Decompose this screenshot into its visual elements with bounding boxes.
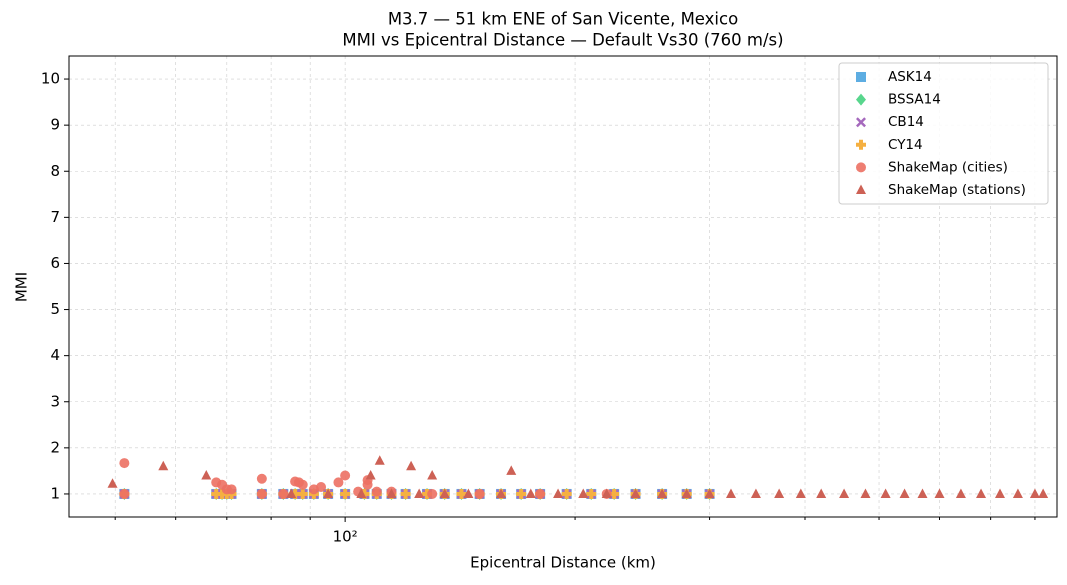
chart-title: M3.7 — 51 km ENE of San Vicente, Mexico <box>388 10 738 29</box>
legend-marker <box>856 184 866 194</box>
point <box>578 488 589 498</box>
point <box>976 488 987 498</box>
legend-label: BSSA14 <box>888 92 941 108</box>
point <box>774 488 785 498</box>
point <box>340 470 351 481</box>
y-tick-label: 9 <box>50 116 60 134</box>
point <box>1012 488 1023 498</box>
point <box>340 488 351 499</box>
point <box>609 488 620 499</box>
point <box>333 477 344 488</box>
point <box>839 488 850 498</box>
y-tick-label: 1 <box>50 484 60 502</box>
point <box>226 484 237 495</box>
point <box>316 482 327 493</box>
y-tick-label: 8 <box>50 162 60 180</box>
point <box>725 488 736 498</box>
point <box>286 488 297 498</box>
point <box>297 479 308 490</box>
legend-marker <box>856 93 866 106</box>
legend-box <box>838 62 1049 205</box>
point <box>553 488 564 498</box>
point <box>201 470 212 480</box>
point <box>586 488 597 499</box>
point <box>657 488 668 498</box>
legend-label: CB14 <box>888 114 924 130</box>
point <box>1029 488 1040 498</box>
point <box>427 488 438 499</box>
point <box>365 470 376 480</box>
legend-marker <box>856 117 866 128</box>
point <box>516 488 527 499</box>
plot-frame <box>68 55 1058 518</box>
legend-marker <box>856 162 866 173</box>
point <box>795 488 806 498</box>
point <box>681 488 692 498</box>
point <box>119 458 130 469</box>
point <box>525 488 536 498</box>
legend-marker <box>856 139 866 150</box>
chart-subtitle: MMI vs Epicentral Distance — Default Vs3… <box>342 31 783 50</box>
point <box>256 473 267 484</box>
point <box>750 488 761 498</box>
point <box>374 455 385 465</box>
point <box>561 488 572 499</box>
x-tick-label: 10² <box>333 528 358 546</box>
point <box>211 488 222 499</box>
point <box>496 488 507 498</box>
point <box>601 488 612 498</box>
point <box>463 488 474 498</box>
point <box>1038 488 1049 498</box>
y-tick-label: 2 <box>50 438 60 456</box>
legend-marker <box>856 72 866 82</box>
point <box>816 488 827 498</box>
point <box>899 488 910 498</box>
point <box>290 488 301 499</box>
point <box>297 488 308 499</box>
legend-label: ASK14 <box>888 69 932 85</box>
y-tick-label: 3 <box>50 392 60 410</box>
point <box>474 488 485 499</box>
point <box>414 488 425 498</box>
point <box>934 488 945 498</box>
point <box>359 488 370 499</box>
point <box>386 488 397 498</box>
point <box>994 488 1005 498</box>
y-tick-label: 4 <box>50 346 60 364</box>
point <box>323 488 334 498</box>
point <box>107 478 118 488</box>
point <box>860 488 871 498</box>
point <box>880 488 891 498</box>
point <box>704 488 715 498</box>
point <box>158 460 169 471</box>
y-tick-label: 10 <box>41 70 60 88</box>
point <box>506 465 517 475</box>
point <box>955 488 966 498</box>
point <box>427 470 438 480</box>
point <box>256 488 267 499</box>
legend-label: CY14 <box>888 137 923 153</box>
point <box>371 486 382 497</box>
point <box>119 488 130 499</box>
y-tick-label: 7 <box>50 208 60 226</box>
point <box>362 479 373 490</box>
legend-label: ShakeMap (stations) <box>888 182 1026 198</box>
point <box>406 460 417 471</box>
y-axis-label: MMI <box>13 272 31 302</box>
point <box>278 488 289 499</box>
x-axis-label: Epicentral Distance (km) <box>470 554 656 572</box>
y-tick-label: 6 <box>50 254 60 272</box>
y-tick-label: 5 <box>50 300 60 318</box>
point <box>439 488 450 498</box>
point <box>422 488 433 499</box>
legend-label: ShakeMap (cities) <box>888 159 1008 175</box>
point <box>535 488 546 499</box>
point <box>456 488 467 499</box>
point <box>630 488 641 498</box>
point <box>356 488 367 498</box>
point <box>917 488 928 498</box>
point <box>400 488 411 499</box>
